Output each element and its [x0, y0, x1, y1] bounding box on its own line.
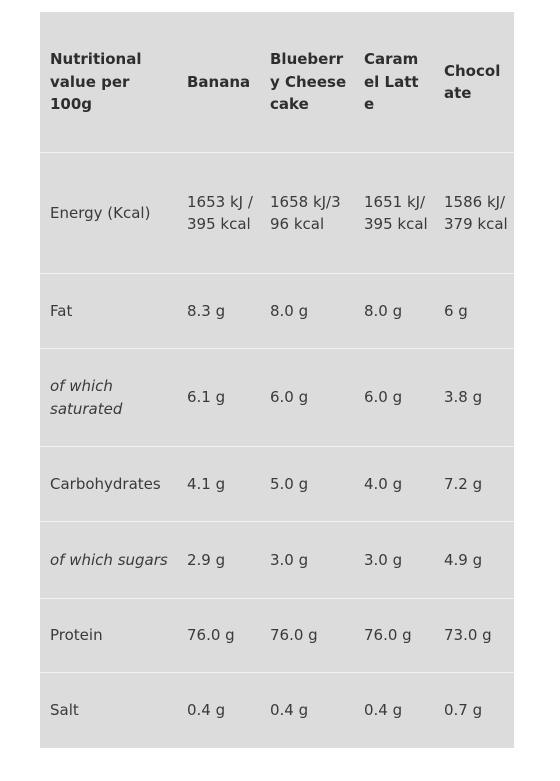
cell-blueberry: 3.0 g: [270, 550, 309, 569]
cell-caramel: 3.0 g: [364, 550, 403, 569]
header-nutritional-value: Nutritional value per 100g: [50, 50, 142, 114]
cell-caramel: 4.0 g: [364, 474, 403, 493]
row-label: of which saturated: [50, 377, 123, 418]
cell-caramel: 1651 kJ/395 kcal: [364, 192, 428, 234]
cell-blueberry: 5.0 g: [270, 474, 309, 493]
cell-banana: 0.4 g: [187, 701, 226, 720]
cell-blueberry: 76.0 g: [270, 626, 318, 645]
cell-caramel: 76.0 g: [364, 626, 412, 645]
row-label: Energy (Kcal): [50, 203, 151, 222]
table-row-carbohydrates: Carbohydrates 4.1 g 5.0 g 4.0 g 7.2 g: [40, 447, 514, 522]
row-label: Carbohydrates: [50, 474, 161, 493]
table-row-fat: Fat 8.3 g 8.0 g 8.0 g 6 g: [40, 274, 514, 349]
row-label: Protein: [50, 626, 103, 645]
cell-caramel: 8.0 g: [364, 301, 403, 320]
cell-banana: 4.1 g: [187, 474, 226, 493]
header-banana: Banana: [187, 72, 251, 91]
cell-chocolate: 6 g: [444, 301, 468, 320]
table-row-saturated: of which saturated 6.1 g 6.0 g 6.0 g 3.8…: [40, 349, 514, 447]
cell-chocolate: 7.2 g: [444, 474, 483, 493]
table-row-protein: Protein 76.0 g 76.0 g 76.0 g 73.0 g: [40, 599, 514, 673]
cell-chocolate: 3.8 g: [444, 388, 483, 407]
header-blueberry-cheesecake: Blueberry Cheesecake: [270, 50, 347, 114]
cell-chocolate: 1586 kJ/379 kcal: [444, 192, 508, 234]
cell-caramel: 6.0 g: [364, 388, 403, 407]
cell-banana: 6.1 g: [187, 388, 226, 407]
table-row-energy: Energy (Kcal) 1653 kJ / 395 kcal 1658 kJ…: [40, 153, 514, 274]
cell-banana: 2.9 g: [187, 550, 226, 569]
header-caramel-latte: Caramel Latte: [364, 50, 419, 114]
table-row-salt: Salt 0.4 g 0.4 g 0.4 g 0.7 g: [40, 673, 514, 748]
cell-banana: 1653 kJ / 395 kcal: [187, 192, 253, 234]
cell-caramel: 0.4 g: [364, 701, 403, 720]
cell-chocolate: 4.9 g: [444, 550, 483, 569]
cell-blueberry: 6.0 g: [270, 388, 309, 407]
cell-chocolate: 73.0 g: [444, 626, 492, 645]
cell-blueberry: 8.0 g: [270, 301, 309, 320]
header-chocolate: Chocolate: [444, 61, 501, 103]
row-label: of which sugars: [50, 550, 168, 569]
cell-blueberry: 1658 kJ/396 kcal: [270, 192, 341, 234]
cell-banana: 76.0 g: [187, 626, 235, 645]
nutrition-table: Nutritional value per 100g Banana Bluebe…: [40, 12, 514, 748]
row-label: Salt: [50, 701, 79, 720]
cell-chocolate: 0.7 g: [444, 701, 483, 720]
table-header-row: Nutritional value per 100g Banana Bluebe…: [40, 12, 514, 153]
cell-banana: 8.3 g: [187, 301, 226, 320]
row-label: Fat: [50, 301, 73, 320]
table-row-sugars: of which sugars 2.9 g 3.0 g 3.0 g 4.9 g: [40, 522, 514, 599]
cell-blueberry: 0.4 g: [270, 701, 309, 720]
